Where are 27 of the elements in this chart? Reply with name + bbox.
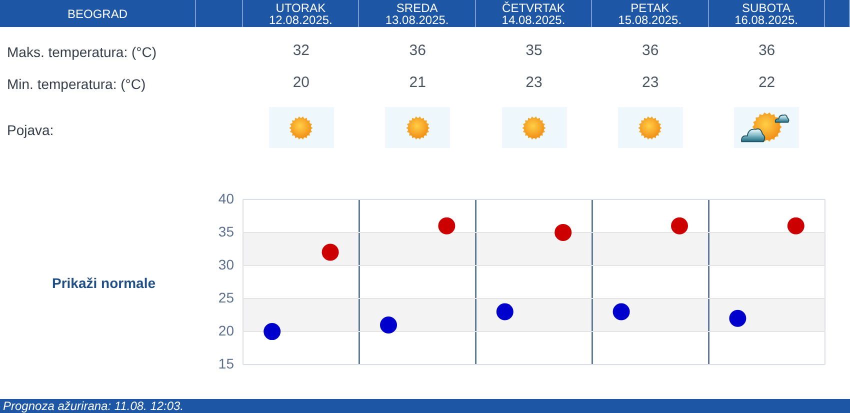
data-label: 36 [409,42,426,60]
text: PETAK 15.08.2025. [617,0,683,26]
data-label: 20 [292,74,310,92]
text: UTORAK 12.08.2025. [268,0,334,26]
data-label: 36 [758,42,776,60]
text: SREDA 13.08.2025. [384,0,450,26]
y-tick-label: 30 [218,256,234,272]
data-label: 21 [409,74,426,92]
data-label: 22 [758,74,776,92]
y-tick-label: 40 [218,190,234,206]
text: Maks. temperatura: (°C) [7,43,157,61]
y-tick-label: 20 [218,322,234,338]
data-label: 32 [292,42,310,60]
data-label: 23 [642,74,659,92]
text: Prikaži normale [52,274,156,292]
text: Min. temperatura: (°C) [7,75,146,93]
text: SUBOTA 16.08.2025. [734,0,799,26]
text: Prognoza ažurirana: 11.08. 12:03. [3,399,184,413]
data-label: 36 [642,42,659,60]
text: BEOGRAD [67,6,128,20]
y-tick-label: 15 [218,355,234,372]
text: Pojava: [7,121,54,139]
y-tick-label: 25 [218,289,234,306]
data-label: 35 [526,42,542,60]
y-tick-label: 35 [218,223,234,240]
data-label: 23 [526,74,542,92]
text: ČETVRTAK 14.08.2025. [500,0,566,26]
